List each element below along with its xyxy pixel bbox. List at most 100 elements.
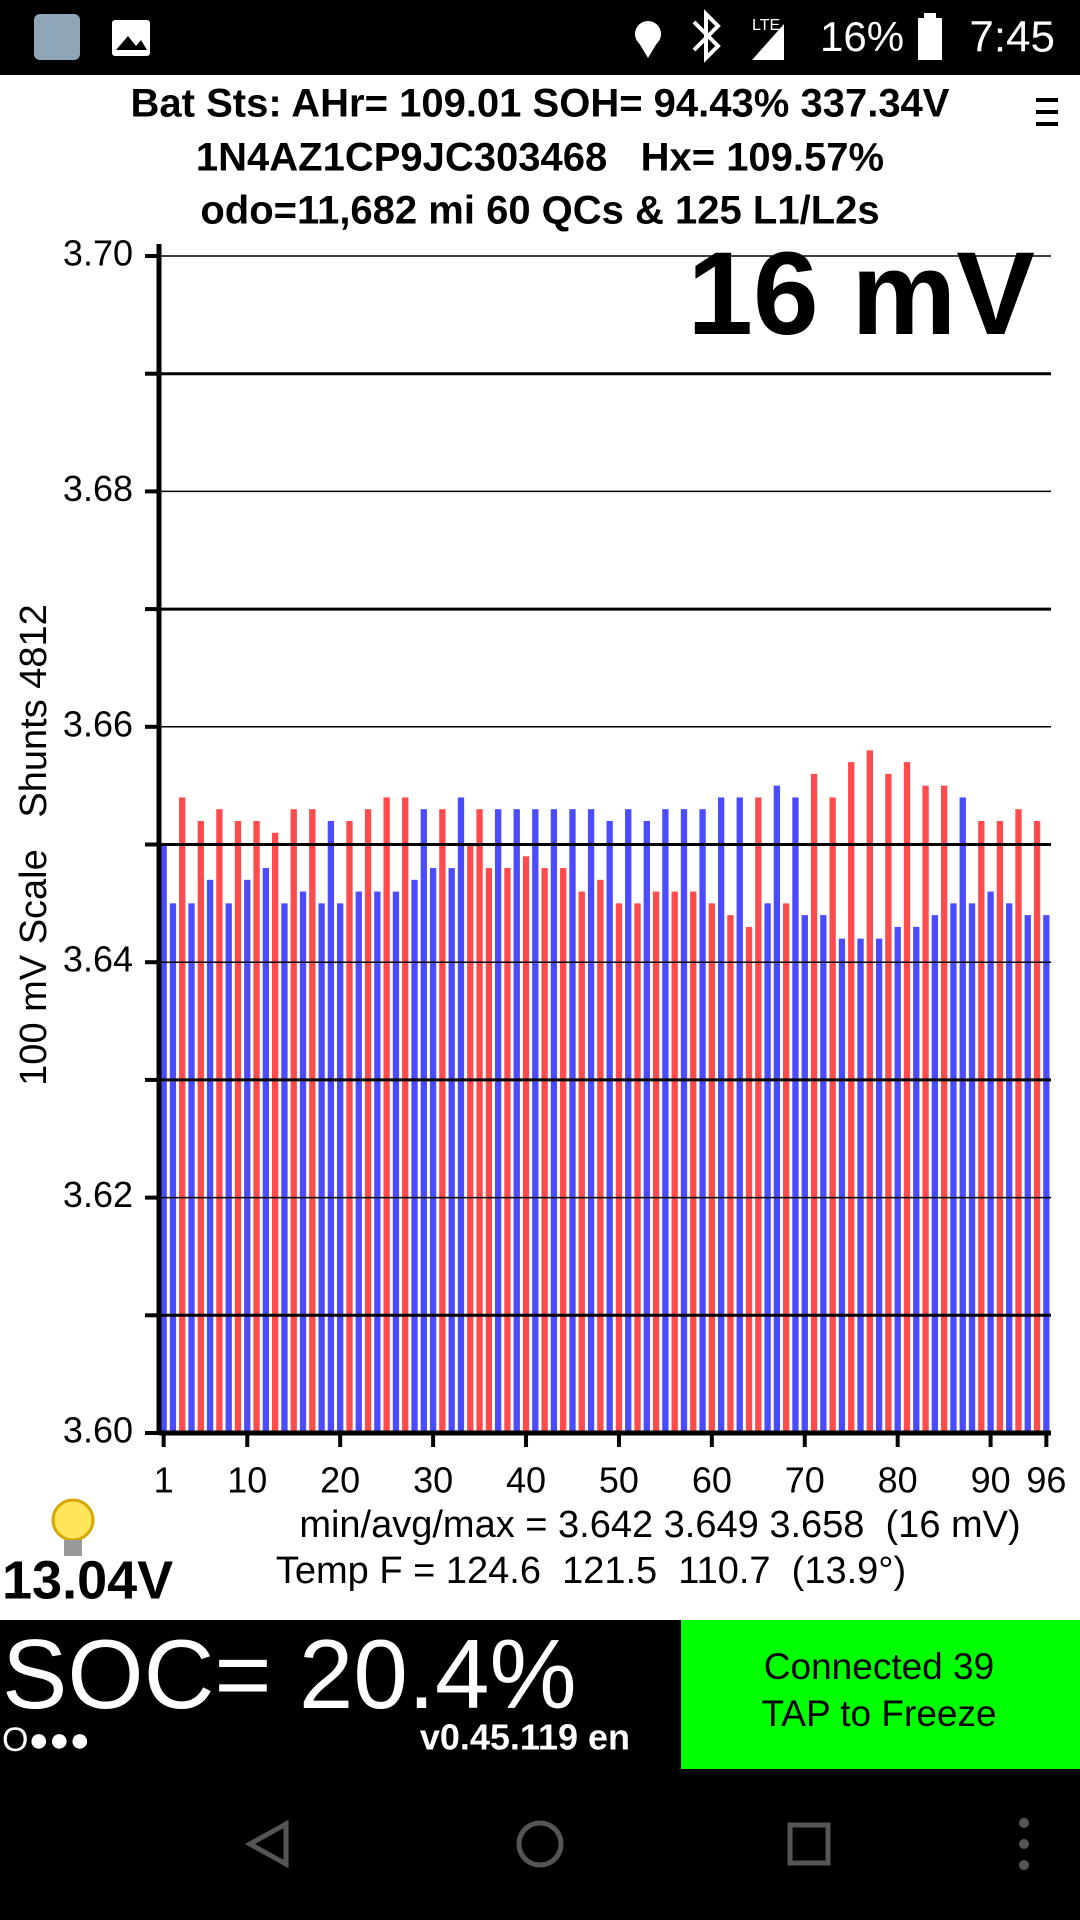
bar (560, 868, 567, 1433)
x-tick-label: 80 (878, 1460, 918, 1501)
bar (337, 903, 344, 1433)
bar (996, 820, 1004, 1433)
y-tick-label: 3.60 (63, 1410, 133, 1451)
bar (550, 809, 558, 1433)
bar (940, 785, 948, 1433)
nav-recents[interactable] (787, 1822, 831, 1866)
bar (717, 797, 725, 1433)
bar (402, 797, 409, 1433)
bar (699, 809, 706, 1433)
bar (234, 820, 242, 1433)
bar (504, 868, 511, 1433)
dot (1019, 1860, 1029, 1870)
stats-line: min/avg/max = 3.642 3.649 3.658 (16 mV) (299, 1504, 1020, 1546)
bar (773, 785, 781, 1433)
bar (327, 820, 335, 1433)
bar (271, 832, 279, 1433)
soc: SOC= 20.4% (2, 1619, 577, 1729)
bar (346, 820, 353, 1433)
bar (485, 868, 493, 1433)
plot: 1 10 20 30 40 50 60 70 80 90 96 3.60 3.62 3.64 3.66 3.6… (63, 233, 1066, 1501)
bar (708, 903, 716, 1433)
bar (597, 879, 604, 1433)
bar (225, 903, 232, 1433)
bar (318, 903, 325, 1433)
bar (727, 915, 734, 1433)
clock: 7:45 (969, 13, 1055, 62)
bar (810, 773, 818, 1433)
bar (875, 938, 883, 1433)
x-tick-label: 30 (413, 1460, 453, 1501)
bar (606, 820, 613, 1433)
bar (987, 891, 994, 1433)
signal-icon (752, 24, 784, 60)
bar (355, 891, 362, 1433)
bar (894, 926, 901, 1433)
bar (578, 891, 585, 1433)
nav-more[interactable] (1019, 1818, 1029, 1870)
bar (680, 809, 688, 1433)
bar (467, 844, 474, 1433)
bar (569, 809, 576, 1433)
bar (253, 820, 260, 1433)
bar (476, 809, 483, 1433)
status-bar (0, 0, 1080, 75)
bar (1015, 809, 1022, 1433)
bar (383, 797, 390, 1433)
x-tick-label: 1 (154, 1460, 174, 1501)
x-tick-label: 90 (971, 1460, 1011, 1501)
x-tick-label: 96 (1026, 1460, 1066, 1501)
bar (374, 891, 381, 1433)
menu-bar (1036, 122, 1058, 126)
bar (262, 868, 270, 1433)
menu-button[interactable] (1036, 98, 1058, 126)
y-tick-label: 3.70 (63, 233, 133, 274)
bar (392, 891, 400, 1433)
bar (745, 926, 753, 1433)
bar (457, 797, 465, 1433)
x-tick-label: 40 (506, 1460, 546, 1501)
bar (281, 903, 288, 1433)
nav-home[interactable] (516, 1820, 564, 1868)
bar (838, 938, 846, 1433)
nav-back[interactable] (244, 1819, 289, 1869)
bar (913, 926, 920, 1433)
bulb-icon (51, 1498, 95, 1556)
dot (1019, 1839, 1029, 1849)
bar (587, 809, 595, 1433)
bar (290, 809, 297, 1433)
bar (541, 868, 548, 1433)
gallery-icon (112, 20, 150, 56)
bar (820, 915, 827, 1433)
header-line: Bat Sts: AHr= 109.01 SOH= 94.43% 337.34V (131, 82, 950, 126)
bar (513, 809, 520, 1433)
bar (169, 903, 177, 1433)
bar (439, 809, 446, 1433)
bar (532, 809, 539, 1433)
status-dots: O●●● (2, 1721, 90, 1759)
bar (968, 903, 976, 1433)
y-tick-label: 3.64 (63, 939, 133, 980)
y-axis-label: 100 mV Scale Shunts 4812 (13, 604, 55, 1086)
bar (848, 762, 855, 1433)
bar (448, 868, 455, 1433)
spread-annotation: 16 mV (687, 228, 1035, 360)
bar (206, 879, 214, 1433)
bar (903, 762, 911, 1433)
bar (197, 820, 204, 1433)
version: v0.45.119 en (420, 1717, 630, 1758)
freeze-button[interactable]: Connected 39 TAP to Freeze (681, 1620, 1080, 1769)
gallery-glyph (116, 36, 147, 50)
bar (652, 891, 660, 1433)
bar (1024, 915, 1031, 1433)
bar (179, 797, 186, 1433)
network-type: LTE (752, 17, 780, 34)
y-tick-label: 3.62 (63, 1174, 133, 1215)
bar (690, 891, 697, 1433)
bar (978, 820, 985, 1433)
bar (922, 785, 929, 1433)
battery-icon (918, 18, 942, 60)
bulb-base (64, 1540, 82, 1556)
x-tick-label: 10 (227, 1460, 267, 1501)
